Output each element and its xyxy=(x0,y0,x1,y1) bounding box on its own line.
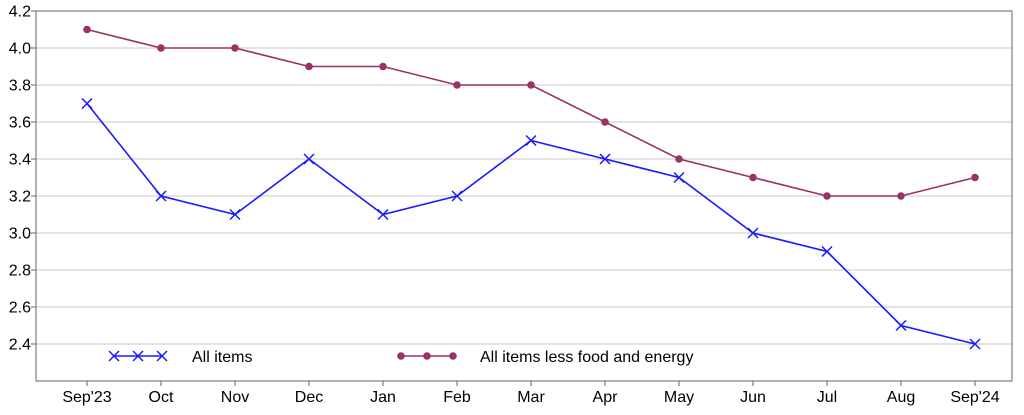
y-tick-label: 3.6 xyxy=(9,115,31,132)
data-point-circle-marker xyxy=(971,173,979,182)
y-tick-label: 3.2 xyxy=(9,189,31,206)
y-tick-label: 2.6 xyxy=(9,300,31,317)
series-line xyxy=(86,28,976,197)
data-point-x-marker xyxy=(525,134,537,147)
data-point-circle-marker xyxy=(675,155,683,163)
data-point-circle-marker xyxy=(449,352,457,360)
data-point-circle-marker xyxy=(527,81,535,89)
y-tick-label: 3.8 xyxy=(9,78,31,95)
data-point-circle-marker xyxy=(897,192,905,200)
x-tick-label: Apr xyxy=(593,389,619,406)
x-tick-label: Jan xyxy=(370,389,396,406)
x-tick-label: Nov xyxy=(221,389,249,406)
data-point-x-marker xyxy=(156,350,168,362)
data-point-x-marker xyxy=(895,319,907,332)
legend-label: All items less food and energy xyxy=(480,349,693,366)
data-point-x-marker xyxy=(821,245,833,258)
x-tick-label: Dec xyxy=(295,389,323,406)
data-point-circle-marker xyxy=(823,192,831,200)
series-1 xyxy=(83,25,979,200)
axes: 2.4 2.6 2.8 3.0 3.2 3.4 3.6 3.8 4.0 4.2 Sep'23 Oct N… xyxy=(9,4,1013,406)
data-point-circle-marker xyxy=(305,62,313,71)
x-tick-label: Sep'23 xyxy=(62,389,111,406)
data-point-circle-marker xyxy=(83,25,91,34)
data-point-circle-marker xyxy=(157,44,165,52)
data-point-x-marker xyxy=(229,208,241,221)
data-point-x-marker xyxy=(81,97,93,110)
data-point-x-marker xyxy=(303,153,315,165)
series-0 xyxy=(81,97,981,350)
gridlines xyxy=(36,10,1012,345)
y-tick-label: 2.4 xyxy=(9,337,31,354)
data-point-circle-marker xyxy=(231,44,239,52)
x-tick-label: Jun xyxy=(740,389,766,406)
legend-label: All items xyxy=(192,349,252,366)
y-tick-label: 3.4 xyxy=(9,152,31,169)
data-point-x-marker xyxy=(673,171,685,184)
x-tick-label: Sep'24 xyxy=(950,389,999,406)
x-tick-label: May xyxy=(664,389,694,406)
y-tick-label: 4.2 xyxy=(9,4,31,21)
data-point-circle-marker xyxy=(453,81,461,89)
legend-entry: All items less food and energy xyxy=(397,349,693,366)
x-tick-label: Jul xyxy=(817,389,837,406)
data-point-x-marker xyxy=(747,227,759,239)
data-point-circle-marker xyxy=(601,118,609,126)
plot-frame xyxy=(35,10,1013,382)
data-point-circle-marker xyxy=(379,62,387,71)
data-point-x-marker xyxy=(377,208,389,221)
data-point-x-marker xyxy=(599,153,611,165)
data-point-x-marker xyxy=(969,338,981,350)
data-point-x-marker xyxy=(451,190,463,202)
data-point-circle-marker xyxy=(749,173,757,182)
data-point-x-marker xyxy=(155,190,167,202)
data-point-circle-marker xyxy=(397,352,405,360)
data-point-x-marker xyxy=(108,350,120,362)
y-tick-label: 2.8 xyxy=(9,263,31,280)
series-lines xyxy=(81,25,981,350)
data-point-circle-marker xyxy=(423,352,431,360)
x-tick-label: Mar xyxy=(517,389,545,406)
x-tick-label: Oct xyxy=(149,389,174,406)
y-tick-label: 4.0 xyxy=(9,41,31,58)
legend-entry: All items xyxy=(108,349,252,366)
data-point-x-marker xyxy=(132,350,144,362)
y-tick-label: 3.0 xyxy=(9,226,31,243)
legend: All items All items less food and energy xyxy=(108,349,693,366)
x-tick-label: Feb xyxy=(443,389,471,406)
x-tick-label: Aug xyxy=(887,389,915,406)
